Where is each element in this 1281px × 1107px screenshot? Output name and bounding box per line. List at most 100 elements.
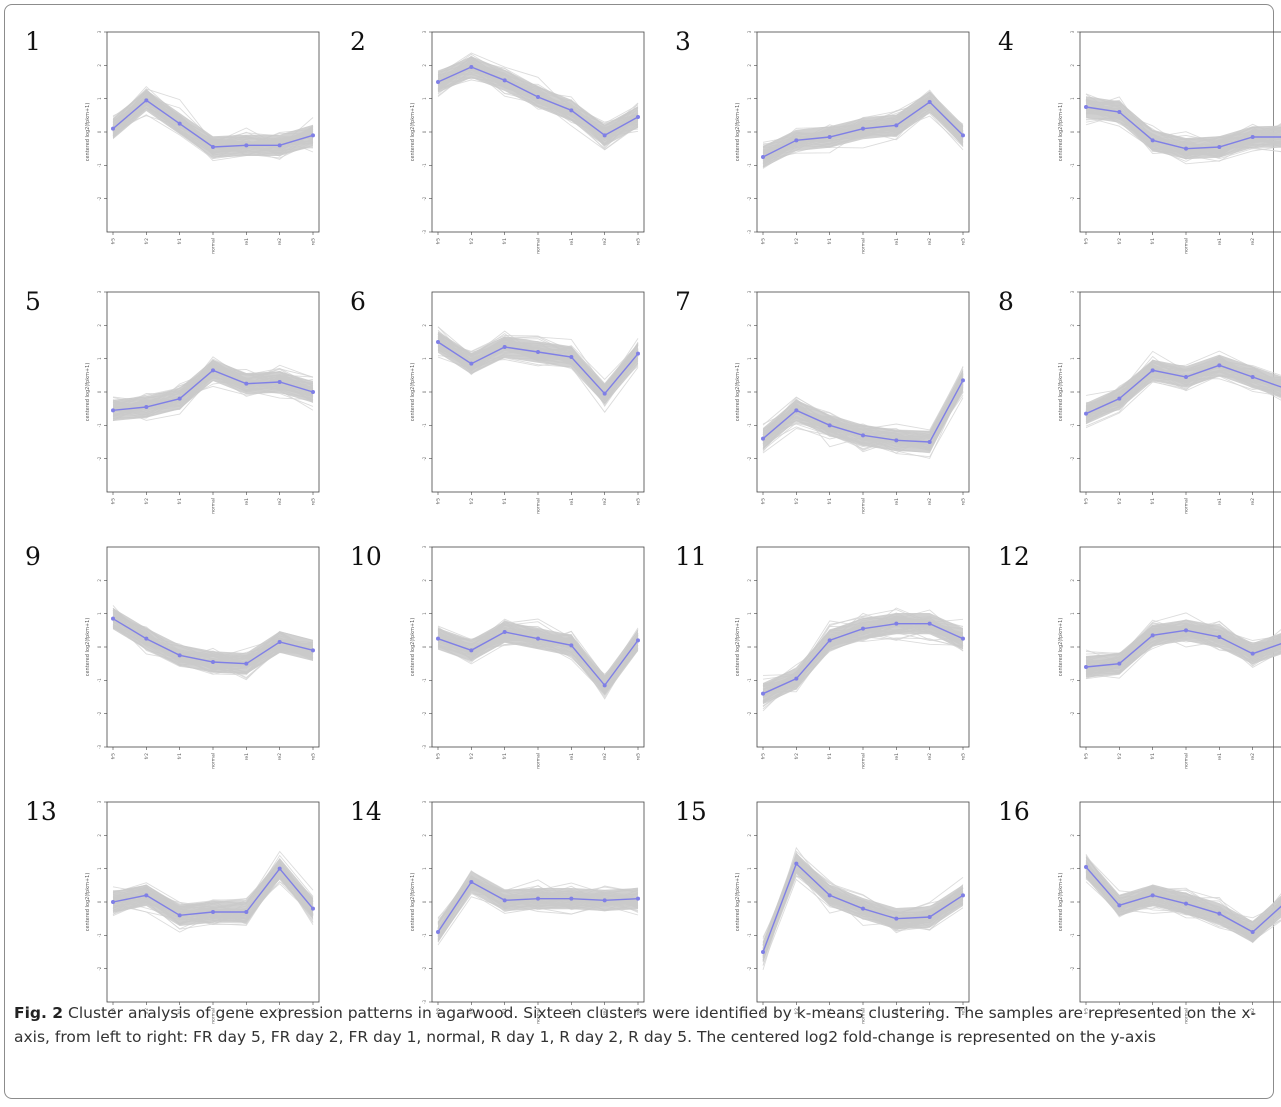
mean-profile-point bbox=[211, 368, 215, 373]
y-tick-label: -1 bbox=[422, 933, 427, 937]
y-axis-label: centered log2(fpkm+1) bbox=[735, 873, 741, 932]
y-tick-label: -2 bbox=[1070, 456, 1075, 460]
x-tick-label: fr2 bbox=[469, 498, 475, 504]
x-tick-label: fr2 bbox=[1117, 498, 1123, 504]
plot-area bbox=[756, 546, 970, 748]
y-tick-label: 1 bbox=[97, 612, 102, 615]
mean-profile-point bbox=[961, 893, 965, 898]
y-tick-label: 2 bbox=[1070, 579, 1075, 582]
y-tick-label: -2 bbox=[422, 196, 427, 200]
mean-profile-point bbox=[602, 898, 607, 903]
x-tick-label: fr1 bbox=[502, 498, 508, 504]
x-tick-label: re2 bbox=[1250, 238, 1256, 246]
gene-profile-band bbox=[113, 858, 313, 926]
x-tick-label: re1 bbox=[244, 498, 250, 506]
x-tick-label: re5 bbox=[961, 498, 967, 506]
x-tick-label: re1 bbox=[244, 1008, 250, 1016]
x-tick-label: re2 bbox=[277, 498, 283, 506]
mean-profile-point bbox=[469, 65, 474, 69]
x-tick-label: re2 bbox=[277, 753, 283, 761]
panel-number: 15 bbox=[675, 797, 707, 826]
mean-profile-point bbox=[277, 866, 282, 871]
mean-profile-point bbox=[794, 861, 799, 866]
cluster-panel-10: 10 centered log2(fpkm+1) -3 -2 -1 0 1 2 3 fr5 fr2 f… bbox=[350, 542, 645, 769]
panel-number: 4 bbox=[998, 27, 1014, 56]
mean-profile-point bbox=[1217, 145, 1222, 149]
y-tick-label: 2 bbox=[422, 834, 427, 837]
mean-profile-point bbox=[602, 391, 607, 396]
gene-profile-band bbox=[1086, 619, 1281, 678]
gene-profile-band bbox=[1086, 856, 1281, 943]
cluster-panel-3: 3 centered log2(fpkm+1) -3 -2 -1 0 1 2 3 fr5 fr2 fr… bbox=[675, 27, 970, 254]
mean-profile-point bbox=[1150, 368, 1155, 373]
y-tick-label: 2 bbox=[422, 324, 427, 327]
y-tick-label: 0 bbox=[747, 130, 752, 133]
y-tick-label: 3 bbox=[747, 290, 752, 293]
y-axis-label: centered log2(fpkm+1) bbox=[410, 363, 416, 422]
y-tick-label: -3 bbox=[97, 745, 102, 749]
y-tick-label: -2 bbox=[97, 966, 102, 970]
x-tick-label: re5 bbox=[636, 238, 642, 246]
cluster-panel-11: 11 centered log2(fpkm+1) -2 -1 0 1 2 fr5 fr2 fr1 n… bbox=[675, 542, 970, 769]
y-tick-label: 0 bbox=[97, 645, 102, 648]
x-tick-label: fr2 bbox=[794, 1008, 800, 1014]
y-tick-label: -1 bbox=[97, 163, 102, 167]
y-tick-label: -2 bbox=[422, 711, 427, 715]
x-tick-label: normal bbox=[536, 1008, 542, 1024]
y-tick-label: -3 bbox=[747, 230, 752, 234]
x-tick-label: normal bbox=[861, 498, 867, 514]
mean-profile-point bbox=[636, 351, 640, 356]
gene-profile-line bbox=[762, 630, 964, 707]
x-tick-label: re5 bbox=[961, 753, 967, 761]
x-tick-label: re2 bbox=[602, 498, 608, 506]
y-tick-label: -1 bbox=[747, 678, 752, 682]
x-tick-label: normal bbox=[1184, 1008, 1190, 1024]
mean-profile-point bbox=[244, 381, 249, 386]
y-tick-label: 0 bbox=[1070, 900, 1075, 903]
cluster-panel-7: 7 centered log2(fpkm+1) -2 -1 0 1 2 3 fr5 fr2 fr1 n… bbox=[675, 287, 970, 514]
x-tick-label: re5 bbox=[961, 1008, 967, 1016]
y-tick-label: -2 bbox=[1070, 966, 1075, 970]
mean-profile-point bbox=[311, 906, 315, 911]
mean-profile-point bbox=[1250, 375, 1255, 379]
gene-profile-lines bbox=[112, 356, 314, 422]
x-tick-label: re5 bbox=[636, 753, 642, 761]
y-tick-label: -1 bbox=[1070, 423, 1075, 427]
x-tick-label: normal bbox=[211, 238, 217, 254]
x-tick-label: re1 bbox=[1217, 238, 1223, 246]
x-tick-label: re1 bbox=[894, 498, 900, 506]
y-axis-label: centered log2(fpkm+1) bbox=[735, 103, 741, 162]
mean-profile-point bbox=[927, 621, 932, 626]
y-tick-label: -2 bbox=[747, 966, 752, 970]
y-tick-label: -3 bbox=[422, 1000, 427, 1004]
mean-profile-point bbox=[1150, 138, 1155, 143]
cluster-panel-4: 4 centered log2(fpkm+1) -2 -1 0 1 2 3 fr5 fr2 fr1 n… bbox=[998, 27, 1281, 254]
y-tick-label: 2 bbox=[97, 324, 102, 327]
y-tick-label: 1 bbox=[1070, 612, 1075, 615]
mean-profile-point bbox=[436, 636, 440, 641]
x-tick-label: re2 bbox=[1250, 498, 1256, 506]
y-tick-label: 2 bbox=[422, 579, 427, 582]
x-tick-label: re2 bbox=[927, 498, 933, 506]
y-tick-label: 1 bbox=[747, 97, 752, 100]
mean-profile-point bbox=[177, 396, 182, 401]
x-tick-label: fr5 bbox=[436, 1008, 442, 1014]
mean-profile-point bbox=[144, 636, 149, 641]
mean-profile-point bbox=[536, 95, 540, 99]
x-tick-label: re5 bbox=[636, 498, 642, 506]
y-tick-label: -2 bbox=[747, 196, 752, 200]
y-tick-label: 3 bbox=[97, 800, 102, 803]
y-tick-label: 1 bbox=[97, 357, 102, 360]
gene-profile-band bbox=[763, 613, 963, 705]
mean-profile-point bbox=[1117, 903, 1122, 908]
gene-profile-lines bbox=[112, 85, 314, 162]
mean-profile-point bbox=[602, 133, 607, 138]
y-tick-label: -1 bbox=[97, 678, 102, 682]
mean-profile-point bbox=[794, 138, 799, 143]
y-tick-label: 3 bbox=[422, 545, 427, 548]
mean-profile-point bbox=[961, 378, 965, 383]
x-tick-label: fr1 bbox=[177, 1008, 183, 1014]
mean-profile-point bbox=[927, 100, 932, 104]
mean-profile-point bbox=[211, 145, 215, 149]
mean-profile-point bbox=[111, 616, 115, 621]
